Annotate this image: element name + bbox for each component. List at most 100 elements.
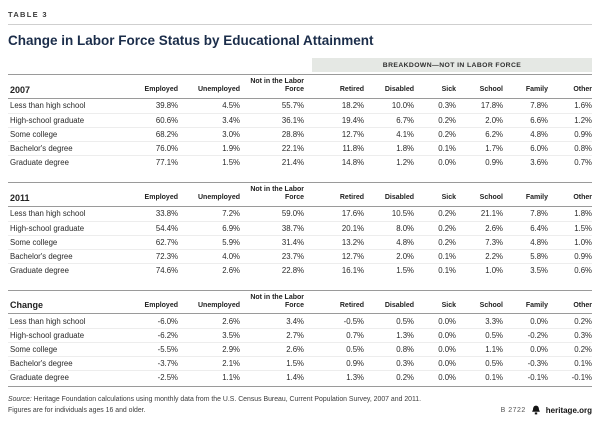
page-title: Change in Labor Force Status by Educatio… xyxy=(8,33,374,48)
cell-retired: 19.4% xyxy=(341,115,364,125)
cell-retired: 12.7% xyxy=(341,129,364,139)
row-label: High-school graduate xyxy=(10,331,85,341)
cell-not-in-labor-force: 22.8% xyxy=(281,265,304,275)
cell-sick: 0.2% xyxy=(438,209,456,219)
row-label: Graduate degree xyxy=(10,157,69,167)
cell-sick: 0.2% xyxy=(438,237,456,247)
cell-other: 0.2% xyxy=(574,316,592,326)
cell-sick: 0.1% xyxy=(438,143,456,153)
cell-unemployed: 2.9% xyxy=(222,345,240,355)
col-header-unemployed: Unemployed xyxy=(197,301,240,309)
cell-sick: 0.1% xyxy=(438,251,456,261)
cell-employed: 68.2% xyxy=(155,129,178,139)
col-header-sick: Sick xyxy=(441,301,456,309)
cell-other: 0.2% xyxy=(574,345,592,355)
cell-sick: 0.0% xyxy=(438,331,456,341)
footer-brand: B 2722 heritage.org xyxy=(501,405,592,416)
cell-retired: 0.5% xyxy=(346,345,364,355)
cell-employed: -3.7% xyxy=(157,359,178,369)
cell-sick: 0.0% xyxy=(438,157,456,167)
cell-disabled: 1.2% xyxy=(396,157,414,167)
cell-retired: 14.8% xyxy=(341,157,364,167)
cell-school: 1.0% xyxy=(485,265,503,275)
cell-employed: 33.8% xyxy=(155,209,178,219)
table-row: Graduate degree 74.6% 2.6% 22.8% 16.1% 1.5% 0.… xyxy=(8,262,592,277)
cell-disabled: 10.5% xyxy=(391,209,414,219)
cell-family: 6.0% xyxy=(530,143,548,153)
cell-school: 1.7% xyxy=(485,143,503,153)
row-label: Some college xyxy=(10,345,58,355)
cell-unemployed: 1.1% xyxy=(222,373,240,383)
cell-family: 0.0% xyxy=(530,345,548,355)
cell-other: 1.5% xyxy=(574,223,592,233)
cell-unemployed: 1.9% xyxy=(222,143,240,153)
cell-retired: 13.2% xyxy=(341,237,364,247)
cell-retired: 16.1% xyxy=(341,265,364,275)
cell-sick: 0.2% xyxy=(438,223,456,233)
cell-school: 1.1% xyxy=(485,345,503,355)
row-label: Some college xyxy=(10,237,58,247)
cell-school: 17.8% xyxy=(480,101,503,111)
cell-other: 0.9% xyxy=(574,129,592,139)
cell-disabled: 0.3% xyxy=(396,359,414,369)
col-header-unemployed: Unemployed xyxy=(197,86,240,94)
row-label: High-school graduate xyxy=(10,115,85,125)
cell-not-in-labor-force: 31.4% xyxy=(281,237,304,247)
cell-not-in-labor-force: 1.4% xyxy=(286,373,304,383)
cell-retired: 20.1% xyxy=(341,223,364,233)
table-row: Some college 62.7% 5.9% 31.4% 13.2% 4.8% 0.2% 7… xyxy=(8,234,592,249)
cell-sick: 0.2% xyxy=(438,115,456,125)
cell-other: 0.3% xyxy=(574,331,592,341)
cell-family: -0.1% xyxy=(527,373,548,383)
source-text: Heritage Foundation calculations using m… xyxy=(33,396,422,404)
row-label: Bachelor's degree xyxy=(10,143,73,153)
cell-school: 0.5% xyxy=(485,359,503,369)
cell-other: 0.7% xyxy=(574,157,592,167)
cell-disabled: 10.0% xyxy=(391,101,414,111)
table-row: High-school graduate 54.4% 6.9% 38.7% 20.1% 8… xyxy=(8,220,592,235)
cell-not-in-labor-force: 59.0% xyxy=(281,209,304,219)
cell-not-in-labor-force: 2.6% xyxy=(286,345,304,355)
col-header-school: School xyxy=(479,194,503,202)
cell-other: 0.9% xyxy=(574,251,592,261)
cell-family: -0.3% xyxy=(527,359,548,369)
cell-disabled: 1.8% xyxy=(396,143,414,153)
cell-other: -0.1% xyxy=(571,373,592,383)
cell-school: 0.9% xyxy=(485,157,503,167)
cell-retired: 18.2% xyxy=(341,101,364,111)
table-row: Bachelor's degree -3.7% 2.1% 1.5% 0.9% 0.3% 0.… xyxy=(8,356,592,370)
cell-unemployed: 3.5% xyxy=(222,331,240,341)
cell-sick: 0.2% xyxy=(438,129,456,139)
cell-other: 1.8% xyxy=(574,209,592,219)
cell-employed: 54.4% xyxy=(155,223,178,233)
cell-retired: 0.7% xyxy=(346,331,364,341)
col-header-other: Other xyxy=(573,86,592,94)
cell-retired: 0.9% xyxy=(346,359,364,369)
table-row: High-school graduate -6.2% 3.5% 2.7% 0.7% 1.3… xyxy=(8,328,592,342)
footer: Source: Heritage Foundation calculations… xyxy=(8,395,592,416)
table-row: Bachelor's degree 76.0% 1.9% 22.1% 11.8% 1.8%… xyxy=(8,140,592,155)
table-row: High-school graduate 60.6% 3.4% 36.1% 19.4% 6… xyxy=(8,112,592,127)
cell-family: 4.8% xyxy=(530,237,548,247)
cell-retired: 1.3% xyxy=(346,373,364,383)
breakdown-header: BREAKDOWN—NOT IN LABOR FORCE xyxy=(312,58,592,72)
cell-family: 6.6% xyxy=(530,115,548,125)
cell-school: 21.1% xyxy=(480,209,503,219)
col-header-school: School xyxy=(479,301,503,309)
heritage-url[interactable]: heritage.org xyxy=(545,405,592,415)
col-header-other: Other xyxy=(573,194,592,202)
table-row: Some college -5.5% 2.9% 2.6% 0.5% 0.8% 0.0% 1.1… xyxy=(8,342,592,356)
col-header-unemployed: Unemployed xyxy=(197,194,240,202)
cell-other: 1.2% xyxy=(574,115,592,125)
row-label: Some college xyxy=(10,129,58,139)
cell-school: 0.5% xyxy=(485,331,503,341)
row-label: Bachelor's degree xyxy=(10,251,73,261)
cell-family: 4.8% xyxy=(530,129,548,139)
section-label: Change xyxy=(10,300,44,311)
cell-employed: 72.3% xyxy=(155,251,178,261)
cell-employed: 39.8% xyxy=(155,101,178,111)
section-label: 2011 xyxy=(10,192,30,203)
cell-retired: 12.7% xyxy=(341,251,364,261)
table-section-2007: 2007 Employed Unemployed Not in the Labor F… xyxy=(8,74,592,169)
cell-employed: 60.6% xyxy=(155,115,178,125)
